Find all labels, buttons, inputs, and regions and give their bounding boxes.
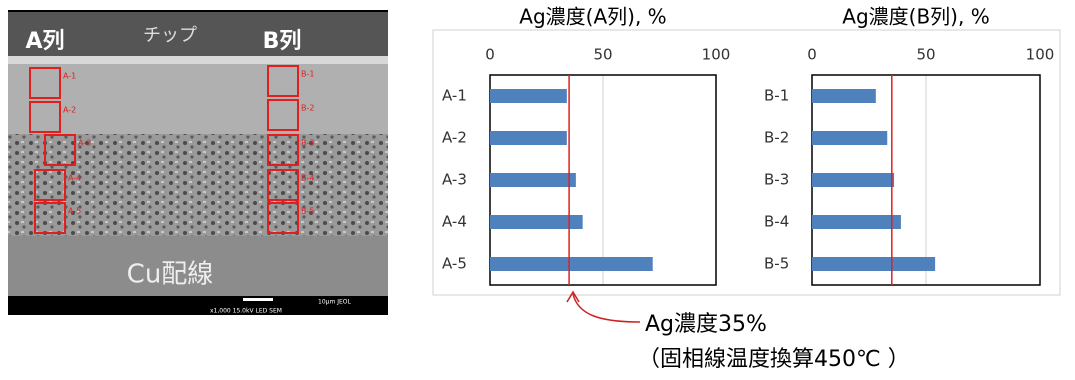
sample-box	[34, 169, 66, 201]
y-tick-label: B-4	[764, 213, 789, 231]
sample-boxes: A-1 A-2 A-3 A-4 A-5 B-1 B-2 B-3 B-4 B-5	[29, 65, 314, 234]
y-tick-label: A-5	[442, 255, 467, 273]
label-a: A列	[25, 29, 64, 54]
info-bar	[8, 296, 388, 315]
y-tick-label: A-3	[442, 171, 467, 189]
sample-label: A-1	[63, 72, 76, 81]
y-tick-label: A-2	[442, 129, 467, 147]
bar	[490, 215, 583, 229]
sample-box	[44, 134, 76, 166]
arrow-head	[566, 290, 580, 303]
sample-label: A-2	[63, 106, 76, 115]
sample-label: B-1	[301, 70, 314, 79]
sample-box	[267, 99, 299, 131]
chart-title: Ag濃度(A列), %	[519, 5, 666, 29]
x-tick-label: 100	[702, 46, 731, 64]
sample-label: B-2	[301, 104, 314, 113]
y-tick-label: B-5	[764, 255, 789, 273]
sample-label: A-4	[68, 174, 81, 183]
bar	[490, 89, 567, 103]
sample-label: B-3	[301, 139, 314, 148]
label-b: B列	[263, 29, 302, 54]
scale-bar	[243, 298, 273, 301]
x-tick-label: 0	[807, 46, 817, 64]
bar	[490, 131, 567, 145]
scale-text: 10μm JEOL	[318, 299, 351, 306]
x-tick-label: 0	[485, 46, 495, 64]
sample-box	[29, 67, 61, 99]
info-text: x1,000 15.0kV LED SEM	[210, 308, 282, 315]
annotation-line2: （固相線温度換算450℃ ）	[638, 347, 910, 372]
sample-box	[267, 134, 299, 166]
sample-label: B-5	[301, 207, 314, 216]
bar	[812, 131, 888, 145]
bar	[812, 257, 936, 271]
interface	[8, 56, 388, 64]
sample-label: A-3	[78, 139, 91, 148]
label-cu: Cu配線	[127, 260, 214, 290]
charts: Ag濃度(A列), % 0 50 100 A-1 A-2 A-3 A-4 A-5 Ag濃度(B列)…	[442, 5, 1054, 286]
sample-box	[267, 202, 299, 234]
sample-label: B-4	[301, 174, 314, 183]
sample-box	[29, 101, 61, 133]
bar	[812, 173, 895, 187]
label-chip: チップ	[143, 25, 197, 46]
sample-box	[267, 65, 299, 97]
bar	[490, 173, 576, 187]
upper-layer	[8, 64, 388, 134]
x-tick-label: 50	[916, 46, 935, 64]
sem-image: A列 チップ B列 Cu配線 10μm JEOL x1,000 15.0kV L…	[8, 10, 388, 315]
bar	[812, 215, 901, 229]
y-tick-label: B-2	[764, 129, 789, 147]
x-tick-label: 50	[593, 46, 612, 64]
y-tick-label: A-4	[442, 213, 467, 231]
sample-box	[267, 169, 299, 201]
chip-band	[8, 12, 388, 56]
sample-label: A-5	[68, 207, 81, 216]
y-tick-label: B-3	[764, 171, 789, 189]
cu-band	[8, 236, 388, 296]
sample-box	[34, 202, 66, 234]
x-tick-label: 100	[1026, 46, 1055, 64]
bar	[812, 89, 876, 103]
grain-layer	[8, 134, 388, 236]
y-tick-label: A-1	[442, 87, 467, 105]
y-tick-label: B-1	[764, 87, 789, 105]
annotation-arrow	[572, 293, 641, 323]
chart-panel	[432, 29, 1061, 296]
chart-title: Ag濃度(B列), %	[842, 5, 989, 29]
annotation-line1: Ag濃度35%	[645, 312, 767, 337]
bar	[490, 257, 653, 271]
